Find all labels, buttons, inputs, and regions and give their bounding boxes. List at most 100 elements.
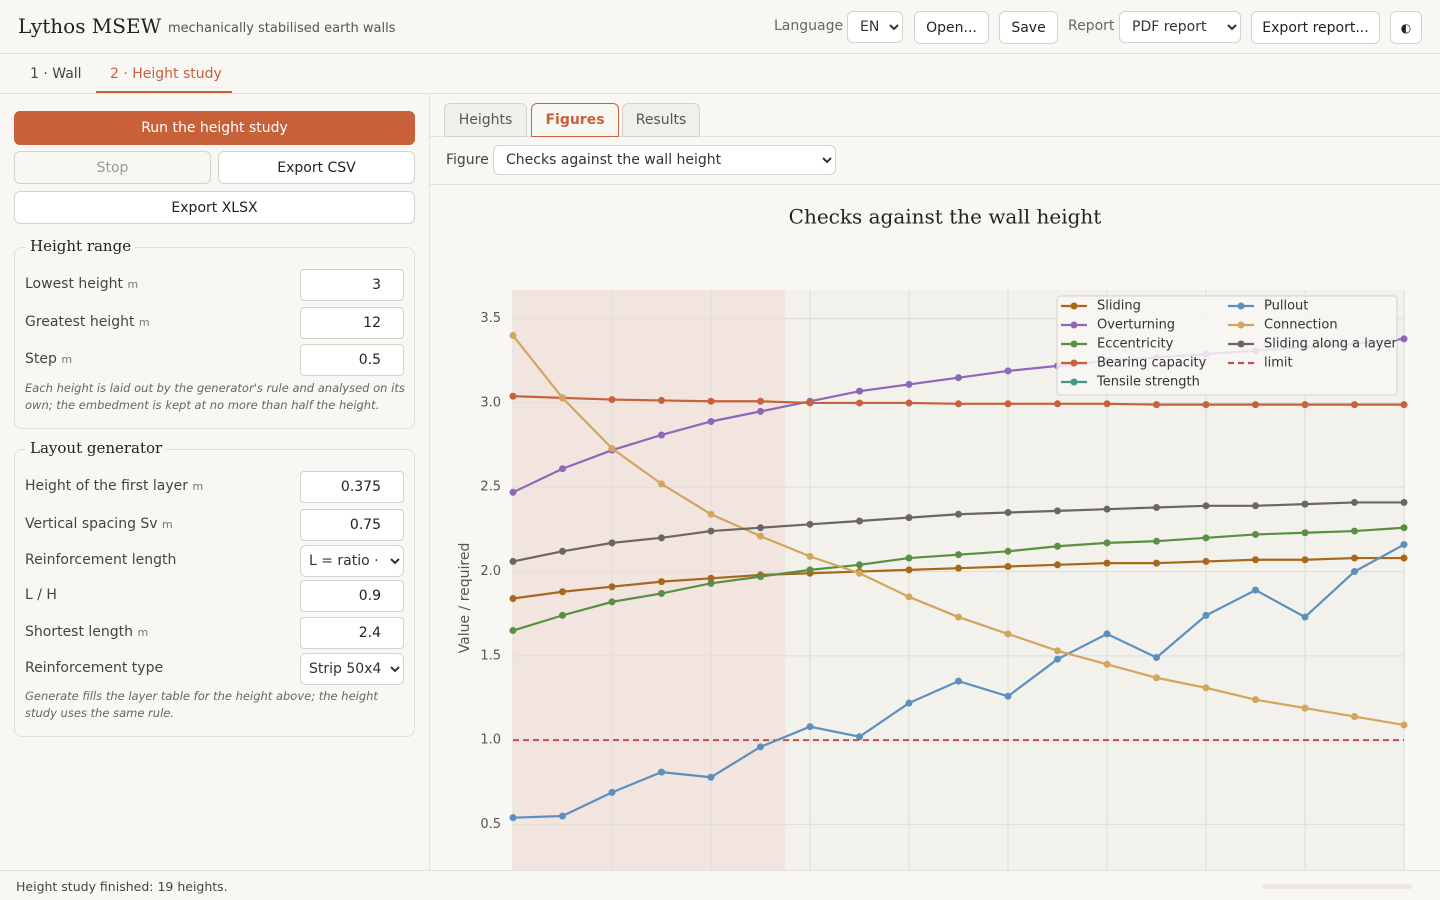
- legend-marker: [1237, 340, 1245, 348]
- fieldset-legend: Layout generator: [26, 439, 167, 457]
- series-marker: [905, 380, 913, 388]
- series-marker: [1252, 586, 1259, 594]
- series-marker: [1153, 559, 1160, 567]
- view-tab[interactable]: Results: [622, 103, 700, 137]
- note: Generate fills the layer table for the h…: [25, 689, 378, 720]
- series-marker: [1301, 704, 1309, 712]
- series-marker: [806, 552, 814, 560]
- field-unit: m: [137, 626, 149, 639]
- series-marker: [955, 551, 962, 559]
- figure-label: Figure: [446, 152, 489, 168]
- series-marker: [1153, 503, 1160, 511]
- series-marker: [1301, 529, 1309, 537]
- series-marker: [856, 569, 863, 577]
- view-tab[interactable]: Heights: [444, 103, 527, 137]
- series-marker: [509, 392, 517, 400]
- legend-label: Pullout: [1264, 299, 1308, 314]
- y-axis-label: Value / required: [457, 543, 473, 654]
- field-input[interactable]: [300, 617, 404, 649]
- language-label: Language: [774, 18, 844, 34]
- field-input[interactable]: [300, 269, 404, 301]
- series-marker: [1301, 401, 1309, 409]
- tab[interactable]: 1 · Wall: [30, 66, 82, 82]
- series-marker: [806, 520, 814, 528]
- report-label: Report: [1068, 18, 1115, 34]
- figure-toolbar: Heights Figures Results Figure Checks ag…: [430, 94, 1440, 185]
- legend-marker: [1070, 359, 1078, 367]
- series-marker: [905, 699, 913, 707]
- legend-label: Sliding: [1097, 299, 1141, 314]
- export-csv-button[interactable]: Export CSV: [218, 151, 415, 184]
- legend-marker: [1237, 321, 1245, 329]
- series-marker: [1400, 524, 1408, 532]
- series-marker: [1004, 630, 1012, 638]
- legend-label: Eccentricity: [1097, 337, 1174, 352]
- series-marker: [658, 768, 665, 776]
- run-button[interactable]: Run the height study: [14, 111, 415, 145]
- series-marker: [608, 444, 616, 452]
- series-marker: [1004, 562, 1012, 570]
- field-unit: m: [138, 316, 150, 329]
- language-select[interactable]: EN: [847, 11, 903, 43]
- stop-button[interactable]: Stop: [14, 151, 211, 184]
- field-input[interactable]: [300, 580, 404, 612]
- field-input[interactable]: [300, 344, 404, 376]
- series-marker: [806, 723, 814, 731]
- series-marker: [1351, 498, 1358, 506]
- field-input[interactable]: [300, 509, 404, 541]
- series-marker: [707, 397, 715, 405]
- legend-label: Tensile strength: [1096, 375, 1200, 390]
- series-marker: [509, 814, 517, 822]
- note: Each height is laid out by the generator…: [25, 381, 405, 412]
- series-marker: [1103, 660, 1111, 668]
- view-tab-active[interactable]: Figures: [531, 103, 619, 137]
- theme-button[interactable]: ◐: [1390, 11, 1422, 44]
- export-report-button[interactable]: Export report...: [1251, 11, 1380, 44]
- series-marker: [1202, 502, 1210, 510]
- series-marker: [559, 547, 566, 555]
- series-marker: [757, 532, 764, 540]
- field-select[interactable]: L = ratio · H: [300, 545, 404, 577]
- series-marker: [1054, 400, 1061, 408]
- series-marker: [1202, 557, 1210, 565]
- series-marker: [608, 598, 616, 606]
- report-select[interactable]: PDF report: [1119, 11, 1241, 43]
- field-label: Shortest length m: [25, 624, 148, 640]
- series-marker: [707, 773, 715, 781]
- legend-label: Sliding along a layer: [1264, 337, 1397, 352]
- series-marker: [658, 431, 665, 439]
- field-select[interactable]: Strip 50x4: [300, 653, 404, 685]
- figure-select[interactable]: Checks against the wall height: [493, 145, 836, 175]
- field-label-text: Lowest height: [25, 276, 124, 292]
- series-marker: [608, 788, 616, 796]
- series-marker: [658, 480, 665, 488]
- series-marker: [1252, 556, 1259, 564]
- field-input[interactable]: [300, 307, 404, 339]
- save-button[interactable]: Save: [999, 11, 1058, 44]
- series-marker: [1301, 613, 1309, 621]
- field-label: L / H: [25, 587, 57, 603]
- series-marker: [1301, 500, 1309, 508]
- series-marker: [658, 534, 665, 542]
- series-marker: [955, 374, 962, 382]
- field-unit: m: [192, 480, 204, 493]
- field-input[interactable]: [300, 471, 404, 503]
- tab-active[interactable]: 2 · Height study: [110, 66, 222, 82]
- series-marker: [509, 627, 517, 635]
- legend-label: Connection: [1264, 318, 1338, 333]
- series-marker: [608, 539, 616, 547]
- field-label: Reinforcement length: [25, 552, 176, 568]
- series-marker: [806, 566, 814, 574]
- series-marker: [1103, 559, 1111, 567]
- export-xlsx-button[interactable]: Export XLSX: [14, 191, 415, 224]
- field-label: Vertical spacing Sv m: [25, 516, 173, 532]
- chart: Checks against the wall height Value / r…: [457, 205, 1408, 870]
- field-label-text: Greatest height: [25, 314, 135, 330]
- series-marker: [559, 394, 566, 402]
- series-marker: [1202, 611, 1210, 619]
- series-marker: [1351, 554, 1358, 562]
- divider: [430, 136, 1440, 137]
- open-button[interactable]: Open...: [914, 11, 989, 44]
- series-marker: [856, 387, 863, 395]
- field-label-text: Shortest length: [25, 624, 134, 640]
